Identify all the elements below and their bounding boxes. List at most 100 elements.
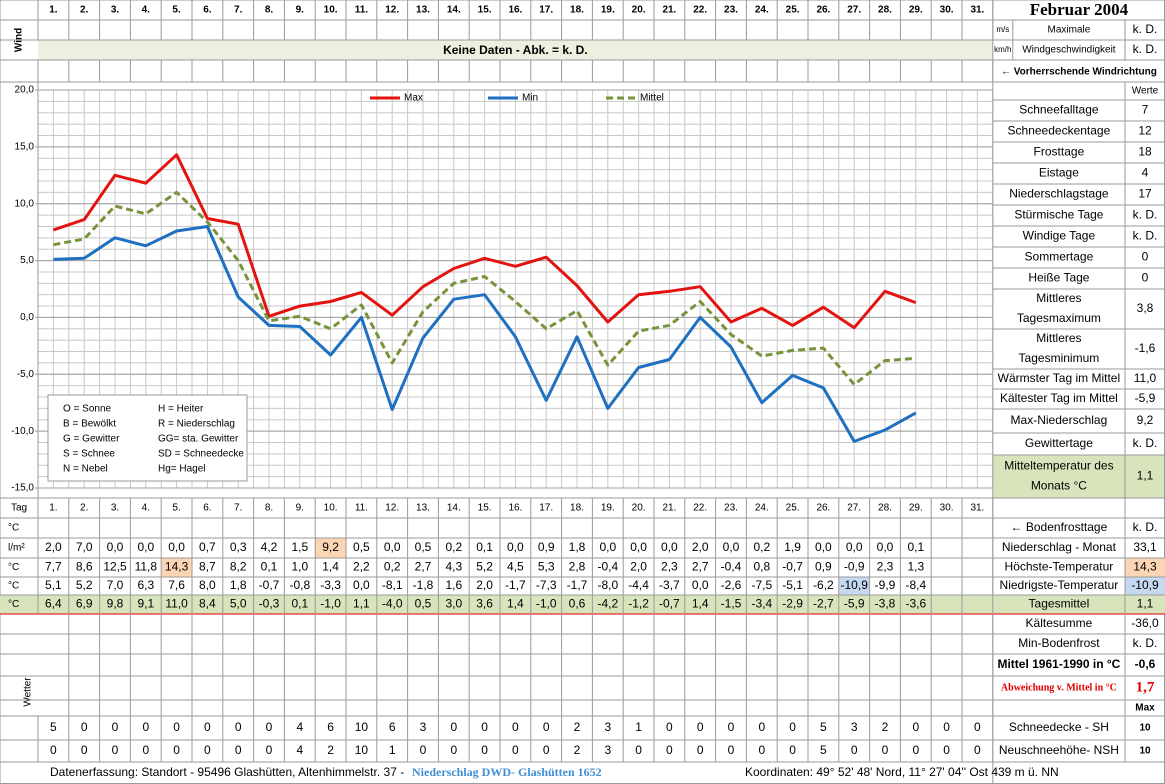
table-cell: 0,2 xyxy=(445,540,462,554)
snow-cell: 2 xyxy=(574,720,581,734)
table-cell: -1,0 xyxy=(536,597,557,611)
table-cell: 2,3 xyxy=(877,560,894,574)
day-header: 26. xyxy=(816,503,830,514)
snow-cell: 5 xyxy=(820,720,827,734)
table-cell: -2,9 xyxy=(782,597,803,611)
unit-label: l/m² xyxy=(8,543,25,554)
table-cell: 0,5 xyxy=(415,540,432,554)
y-tick-label: 10,0 xyxy=(15,198,35,209)
day-header: 18. xyxy=(570,5,584,16)
snow-cell: 0 xyxy=(789,720,796,734)
snow-cell: 0 xyxy=(635,743,642,757)
snow-cell: 0 xyxy=(882,743,889,757)
snow-cell: 0 xyxy=(728,743,735,757)
extra-label: Abweichung v. Mittel in °C xyxy=(1001,682,1117,693)
day-header: 30. xyxy=(940,5,954,16)
table-cell: -10,9 xyxy=(841,578,869,592)
table-cell: 2,0 xyxy=(630,560,647,574)
wind-max-kmh: k. D. xyxy=(1133,42,1158,56)
extra-label: Min-Bodenfrost xyxy=(1018,636,1100,650)
day-header: 31. xyxy=(970,503,984,514)
snow-cell: 0 xyxy=(142,720,149,734)
stat-label: Mitteltemperatur des xyxy=(1004,459,1113,473)
table-cell: -0,9 xyxy=(844,560,865,574)
table-cell: 8,2 xyxy=(230,560,247,574)
snow-cell: 0 xyxy=(204,743,211,757)
day-header: 20. xyxy=(632,503,646,514)
table-cell: 1,4 xyxy=(322,560,339,574)
tag-label: Tag xyxy=(11,503,27,514)
table-cell: 0,0 xyxy=(815,540,832,554)
snow-cell: 10 xyxy=(355,743,369,757)
snow-cell: 0 xyxy=(512,720,519,734)
table-cell: 7,0 xyxy=(107,578,124,592)
day-header: 8. xyxy=(265,503,273,514)
snow-cell: 1 xyxy=(389,743,396,757)
table-cell: 0,0 xyxy=(168,540,185,554)
table-cell: -0,4 xyxy=(721,560,742,574)
table-cell: -4,2 xyxy=(597,597,618,611)
table-cell: 0,9 xyxy=(538,540,555,554)
table-cell: -4,4 xyxy=(628,578,649,592)
row-total: 33,1 xyxy=(1133,540,1157,554)
table-cell: 0,0 xyxy=(384,540,401,554)
stats-header: Werte xyxy=(1132,86,1159,97)
snow-cell: 0 xyxy=(81,720,88,734)
stat-label: Gewittertage xyxy=(1025,436,1093,450)
day-header: 16. xyxy=(508,503,522,514)
wind-max-label: Maximale xyxy=(1048,25,1091,36)
table-cell: -8,0 xyxy=(597,578,618,592)
month-title: Februar 2004 xyxy=(1030,0,1129,19)
day-header: 6. xyxy=(203,5,212,16)
table-cell: 8,7 xyxy=(199,560,216,574)
stat-label: Kältester Tag im Mittel xyxy=(1000,391,1118,405)
snow-cell: 4 xyxy=(296,743,303,757)
day-header: 2. xyxy=(80,503,88,514)
highlight-cell xyxy=(1125,558,1165,577)
table-cell: 1,8 xyxy=(569,540,586,554)
day-header: 17. xyxy=(539,5,553,16)
snow-cell: 0 xyxy=(543,720,550,734)
snow-cell: 0 xyxy=(204,720,211,734)
day-header: 21. xyxy=(662,503,676,514)
table-cell: 7,7 xyxy=(45,560,62,574)
row-label: Niederschlag - Monat xyxy=(1002,540,1117,554)
table-cell: 11,8 xyxy=(135,560,158,574)
stat-value: 0 xyxy=(1142,250,1149,264)
table-cell: 0,0 xyxy=(507,540,524,554)
table-cell: -1,5 xyxy=(721,597,742,611)
row-label: Niedrigste-Temperatur xyxy=(1000,578,1119,592)
table-cell: 0,1 xyxy=(907,540,924,554)
snow-cell: 6 xyxy=(389,720,396,734)
table-cell: 1,3 xyxy=(907,560,924,574)
stat-value: 11,0 xyxy=(1134,371,1157,385)
table-cell: 0,5 xyxy=(415,597,432,611)
extra-label: Mittel 1961-1990 in °C xyxy=(997,657,1120,671)
table-cell: 0,0 xyxy=(353,578,370,592)
snow-cell: 10 xyxy=(355,720,369,734)
day-header: 3. xyxy=(111,5,120,16)
day-header: 13. xyxy=(416,5,430,16)
stat-label: Stürmische Tage xyxy=(1014,208,1103,222)
snow-cell: 2 xyxy=(882,720,889,734)
table-cell: 7,0 xyxy=(76,540,93,554)
extra-value: 1,7 xyxy=(1136,679,1155,695)
snow-cell: 0 xyxy=(758,743,765,757)
stat-value: 17 xyxy=(1138,187,1152,201)
snow-cell: 5 xyxy=(820,743,827,757)
table-cell: 1,9 xyxy=(784,540,801,554)
weather-code: Hg= Hagel xyxy=(158,464,206,475)
snow-cell: 2 xyxy=(574,743,581,757)
no-data-bar xyxy=(38,40,993,60)
table-cell: -7,5 xyxy=(751,578,772,592)
day-header: 3. xyxy=(111,503,119,514)
weather-code: O = Sonne xyxy=(63,404,112,415)
table-cell: 0,0 xyxy=(137,540,154,554)
table-cell: 8,0 xyxy=(199,578,216,592)
table-cell: -8,4 xyxy=(905,578,926,592)
snow-cell: 0 xyxy=(173,743,180,757)
day-header: 11. xyxy=(355,503,368,514)
table-cell: 1,4 xyxy=(692,597,709,611)
table-cell: 2,7 xyxy=(692,560,709,574)
table-cell: 9,1 xyxy=(137,597,154,611)
